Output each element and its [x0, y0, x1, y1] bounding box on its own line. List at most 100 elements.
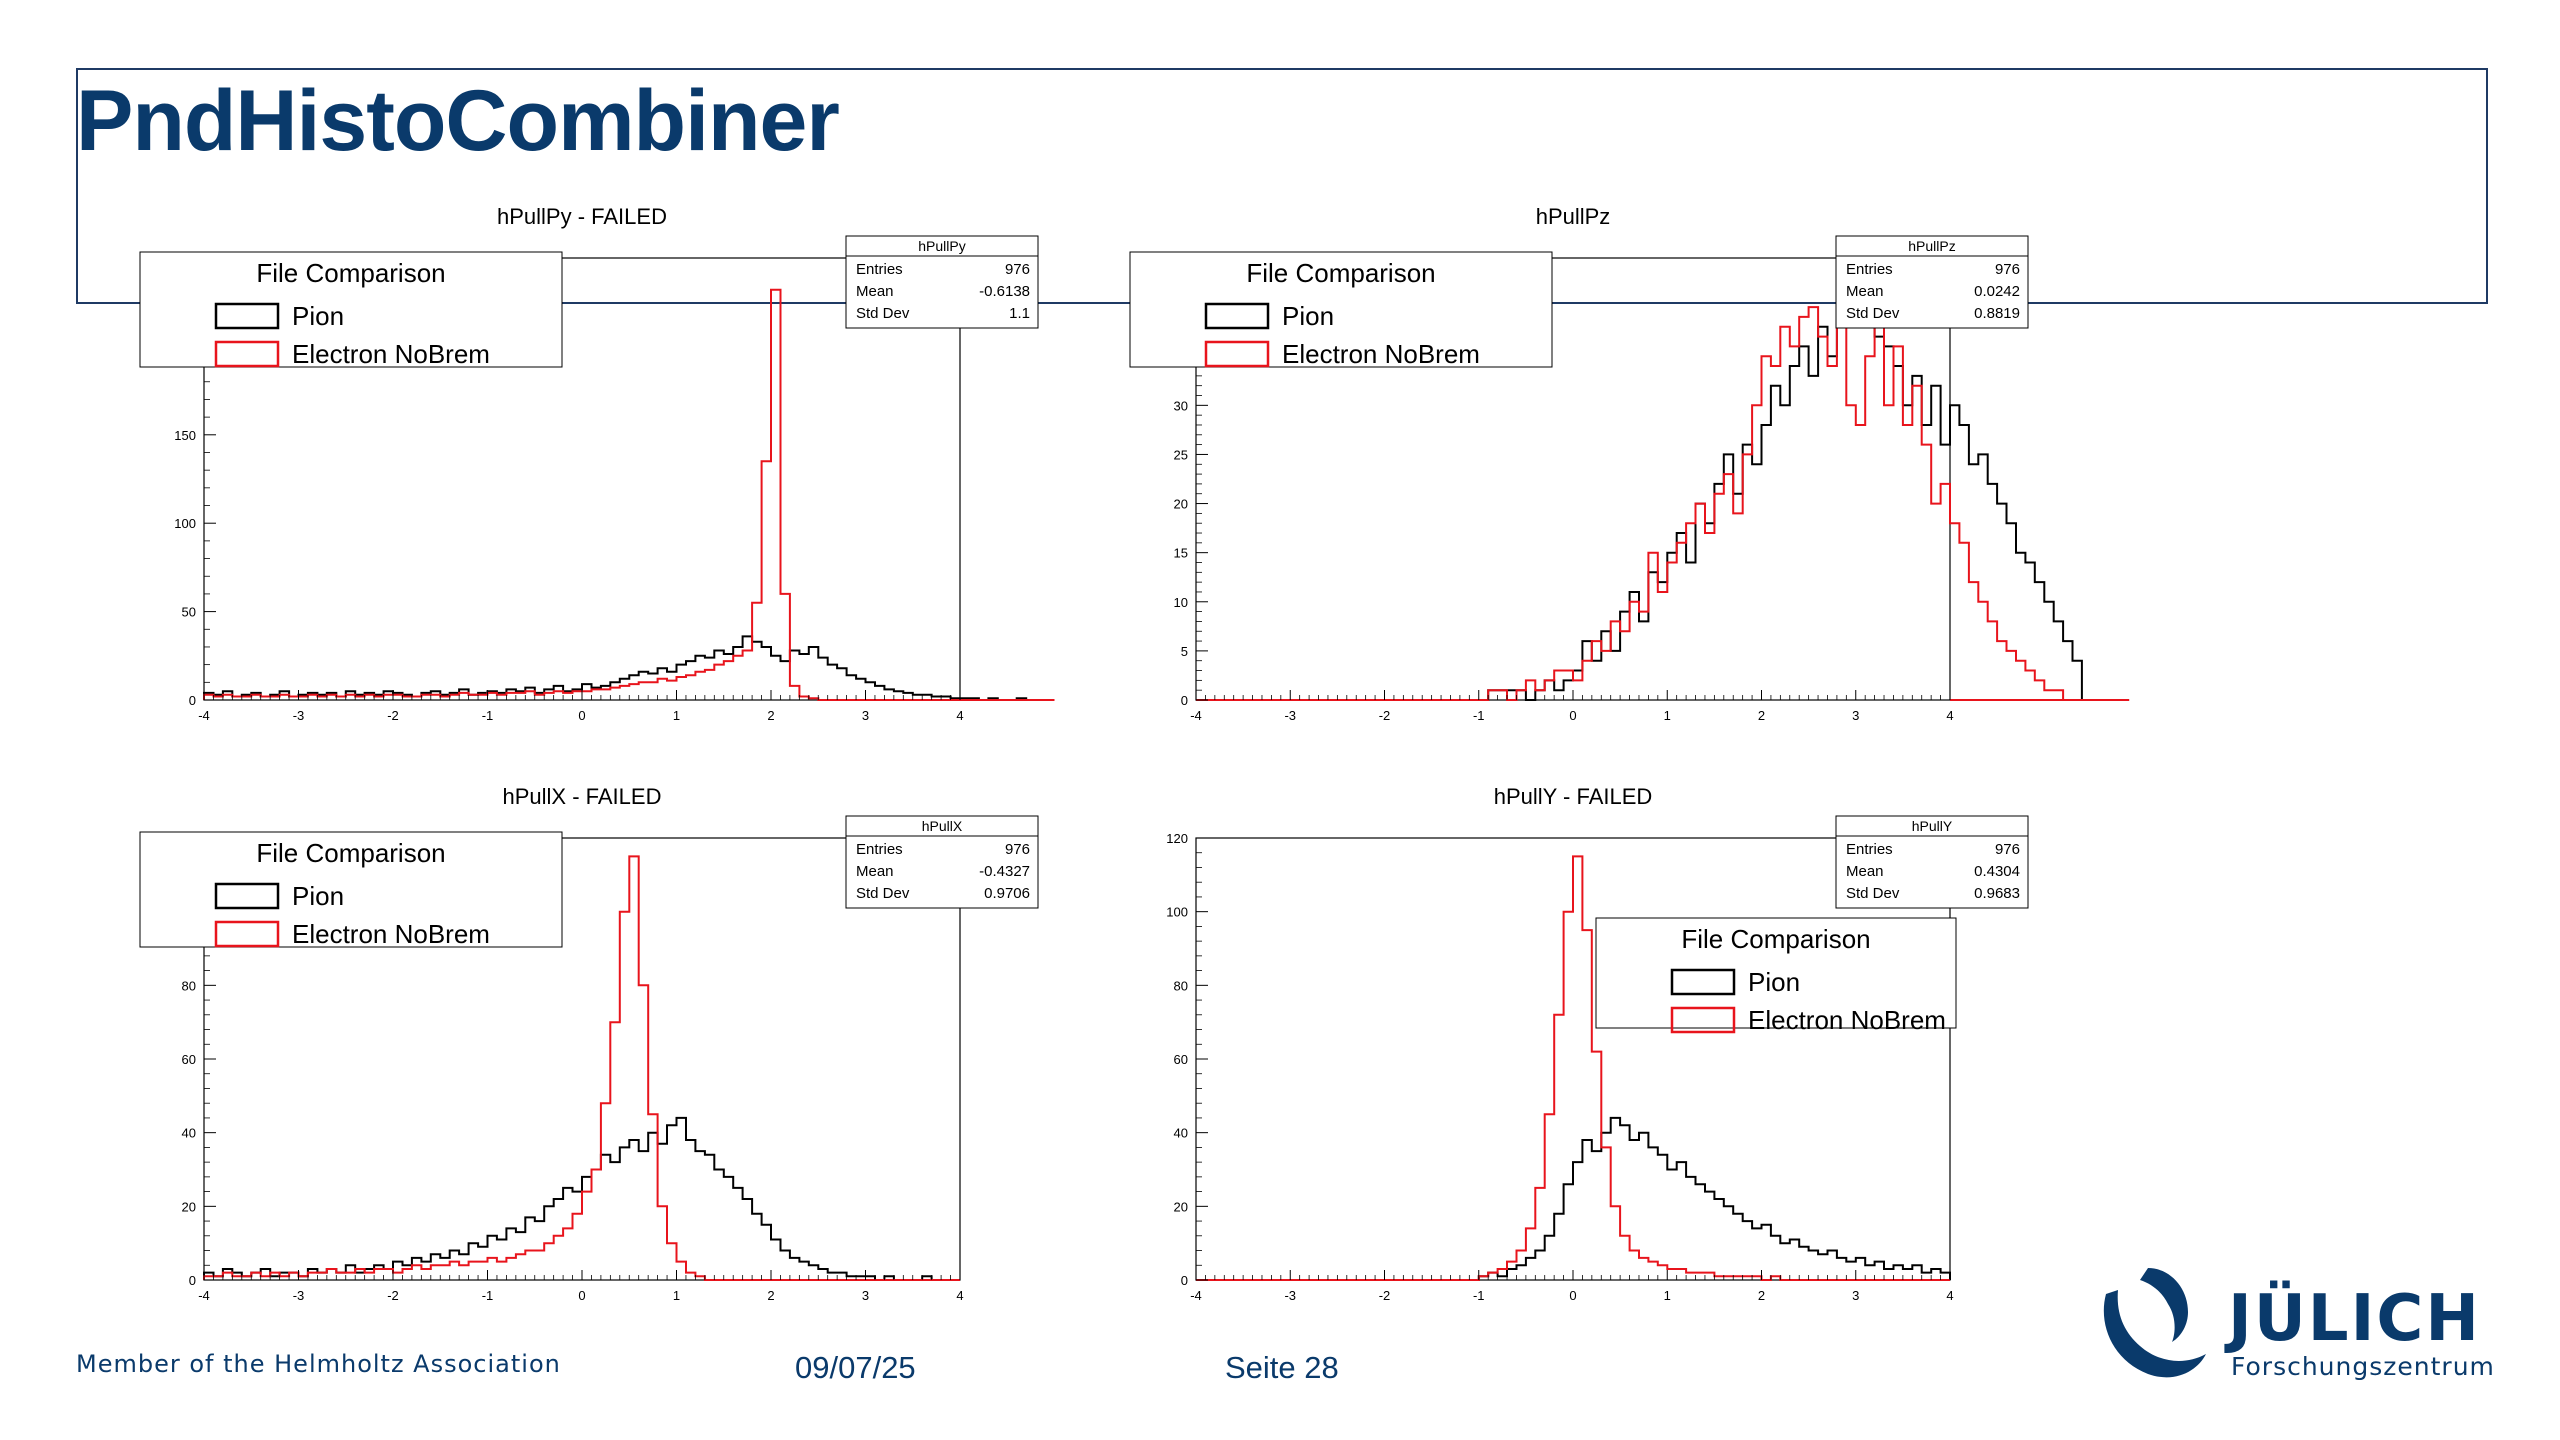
x-tick-label: 3	[862, 1288, 869, 1303]
y-tick-label: 20	[182, 1199, 196, 1214]
stats-value: 976	[1995, 841, 2020, 858]
legend-entry-label: Electron NoBrem	[292, 919, 490, 949]
y-tick-label: 80	[1174, 978, 1188, 993]
legend-swatch-electron	[1204, 340, 1270, 368]
legend-swatch-pion	[1670, 968, 1736, 996]
stats-box	[845, 815, 1039, 909]
stats-label: Entries	[856, 841, 903, 858]
stats-label: Mean	[856, 863, 894, 880]
x-tick-label: -2	[1379, 708, 1391, 723]
x-tick-label: -3	[1284, 1288, 1296, 1303]
juelich-logo: JÜLICH Forschungszentrum	[2088, 1262, 2508, 1392]
y-tick-label: 10	[1174, 595, 1188, 610]
y-tick-label: 5	[1181, 644, 1188, 659]
y-tick-label: 40	[182, 1126, 196, 1141]
x-tick-label: 4	[956, 708, 963, 723]
legend-entry-label: Pion	[1282, 301, 1334, 331]
x-tick-label: 4	[1946, 1288, 1953, 1303]
histogram-series-electron	[1196, 855, 1950, 1281]
legend-entry-label: Electron NoBrem	[1748, 1005, 1946, 1035]
legend-entry-label: Pion	[292, 301, 344, 331]
legend-swatch-pion	[214, 302, 280, 330]
x-tick-label: -2	[387, 1288, 399, 1303]
x-tick-label: 4	[956, 1288, 963, 1303]
y-tick-label: 0	[189, 1273, 196, 1288]
x-tick-label: 1	[1664, 708, 1671, 723]
footer-page-number: Seite 28	[1225, 1350, 1339, 1385]
x-tick-label: -2	[387, 708, 399, 723]
x-tick-label: 4	[1946, 708, 1953, 723]
legend-swatch-pion	[1204, 302, 1270, 330]
legend-box	[139, 251, 563, 368]
footer-date: 09/07/25	[795, 1350, 916, 1385]
stats-value: -0.6138	[979, 283, 1030, 300]
chart-title: hPullPy - FAILED	[497, 204, 667, 229]
x-tick-label: 0	[578, 1288, 585, 1303]
legend-box	[1129, 251, 1553, 368]
x-tick-label: -4	[1190, 708, 1202, 723]
x-tick-label: 3	[862, 708, 869, 723]
y-tick-label: 100	[1166, 905, 1188, 920]
stats-label: Std Dev	[1846, 305, 1900, 322]
x-tick-label: -4	[198, 708, 210, 723]
stats-value: 976	[1005, 841, 1030, 858]
stats-label: Entries	[856, 261, 903, 278]
x-tick-label: 1	[673, 1288, 680, 1303]
stats-label: Mean	[1846, 283, 1884, 300]
x-tick-label: 0	[1569, 1288, 1576, 1303]
chart-title: hPullY - FAILED	[1494, 784, 1653, 809]
slide-title: PndHistoCombiner	[76, 73, 840, 169]
x-tick-label: -1	[1473, 1288, 1485, 1303]
legend-box	[139, 831, 563, 948]
stats-name: hPullPy	[918, 238, 965, 254]
y-tick-label: 25	[1174, 447, 1188, 462]
x-tick-label: 2	[1758, 1288, 1765, 1303]
stats-label: Entries	[1846, 261, 1893, 278]
x-tick-label: 2	[767, 708, 774, 723]
legend-header: File Comparison	[256, 838, 445, 868]
y-tick-label: 50	[182, 605, 196, 620]
chart-title: hPullX - FAILED	[503, 784, 662, 809]
x-tick-label: 0	[578, 708, 585, 723]
stats-label: Mean	[856, 283, 894, 300]
x-tick-label: 3	[1852, 1288, 1859, 1303]
x-tick-label: -1	[482, 708, 494, 723]
stats-name: hPullY	[1912, 818, 1953, 834]
legend-box	[1595, 917, 1957, 1029]
legend-entry-label: Electron NoBrem	[292, 339, 490, 369]
stats-label: Std Dev	[1846, 885, 1900, 902]
stats-label: Std Dev	[856, 305, 910, 322]
x-tick-label: -1	[482, 1288, 494, 1303]
stats-box	[1835, 815, 2029, 909]
y-tick-label: 30	[1174, 398, 1188, 413]
legend-entry-label: Pion	[1748, 967, 1800, 997]
stats-label: Std Dev	[856, 885, 910, 902]
legend-header: File Comparison	[1246, 258, 1435, 288]
x-tick-label: 1	[673, 708, 680, 723]
y-tick-label: 20	[1174, 497, 1188, 512]
stats-name: hPullPz	[1908, 238, 1955, 254]
y-tick-label: 0	[1181, 1273, 1188, 1288]
legend-entry-label: Pion	[292, 881, 344, 911]
x-tick-label: 2	[767, 1288, 774, 1303]
x-tick-label: -1	[1473, 708, 1485, 723]
legend-swatch-electron	[1670, 1006, 1736, 1034]
y-tick-label: 0	[189, 693, 196, 708]
legend-swatch-electron	[214, 920, 280, 948]
x-tick-label: 2	[1758, 708, 1765, 723]
stats-box	[845, 235, 1039, 329]
stats-value: 0.9706	[984, 885, 1030, 902]
stats-value: 0.4304	[1974, 863, 2020, 880]
y-tick-label: 80	[182, 978, 196, 993]
x-tick-label: -4	[1190, 1288, 1202, 1303]
logo-subtitle: Forschungszentrum	[2231, 1352, 2495, 1381]
stats-name: hPullX	[922, 818, 963, 834]
x-tick-label: -2	[1379, 1288, 1391, 1303]
stats-value: 976	[1005, 261, 1030, 278]
y-tick-label: 15	[1174, 546, 1188, 561]
stats-value: 0.8819	[1974, 305, 2020, 322]
x-tick-label: -3	[293, 708, 305, 723]
juelich-logo-icon	[2103, 1268, 2206, 1378]
legend-swatch-electron	[214, 340, 280, 368]
